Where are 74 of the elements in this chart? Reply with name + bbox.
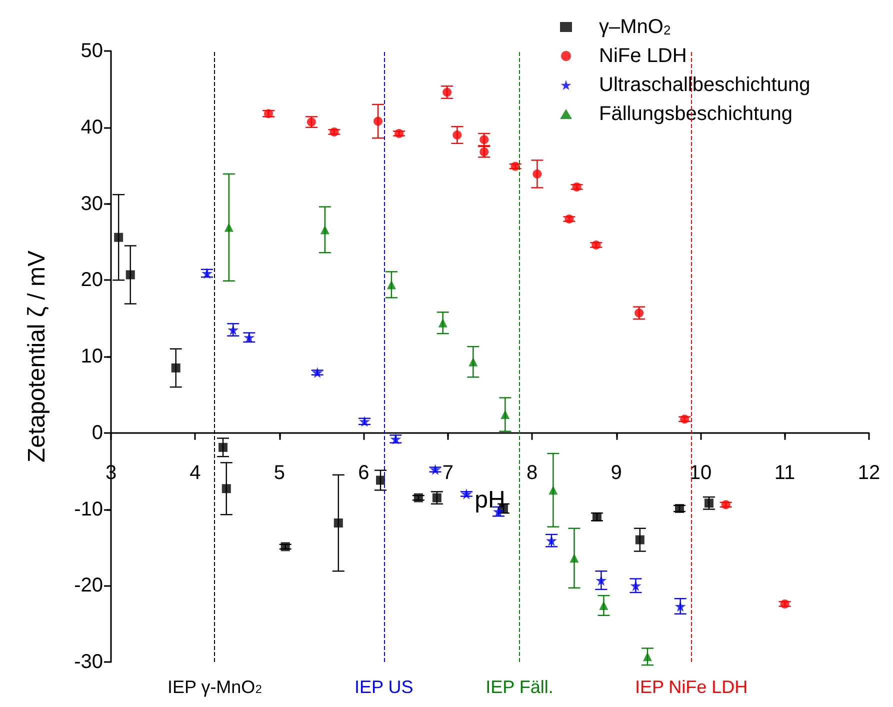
point — [386, 280, 396, 290]
ref-line-label: IEP NiFe LDH — [634, 677, 748, 697]
point — [438, 318, 448, 328]
y-axis-title: Zetapotential ζ / mV — [24, 250, 50, 463]
x-tick-label: 12 — [858, 462, 880, 484]
point — [171, 363, 180, 372]
y-tick-label: 0 — [92, 422, 103, 444]
point — [432, 493, 442, 502]
x-tick-label: 5 — [274, 462, 286, 484]
point — [373, 116, 382, 126]
x-tick-label: 4 — [190, 462, 201, 484]
point — [704, 498, 714, 508]
point — [592, 512, 602, 522]
x-axis-title: pH — [474, 486, 506, 514]
point — [510, 162, 520, 171]
point — [376, 476, 386, 485]
point — [634, 308, 644, 318]
point — [532, 169, 542, 178]
point — [460, 488, 472, 500]
point — [394, 128, 404, 138]
x-tick-label: 7 — [442, 462, 454, 484]
point — [675, 504, 684, 513]
point — [635, 535, 644, 544]
point — [642, 652, 652, 662]
point — [359, 416, 370, 427]
point — [442, 88, 452, 97]
point — [570, 554, 579, 563]
y-tick-label: -30 — [74, 651, 103, 673]
y-tick-label: 10 — [80, 346, 103, 368]
point — [780, 599, 790, 608]
point — [280, 542, 290, 552]
point — [564, 214, 574, 224]
point — [306, 118, 316, 127]
x-tick-label: 11 — [774, 462, 796, 484]
point — [599, 600, 608, 610]
point — [126, 270, 135, 280]
y-tick-label: 50 — [80, 40, 103, 62]
ref-line-label: IEP Fäll. — [486, 677, 554, 697]
point — [468, 357, 478, 366]
point — [430, 464, 441, 476]
point — [414, 493, 423, 502]
x-tick-label: 8 — [526, 462, 538, 484]
x-tick-label: 9 — [610, 462, 622, 484]
point — [548, 486, 558, 495]
point — [592, 240, 601, 250]
point — [218, 442, 228, 452]
y-tick-label: -10 — [74, 498, 103, 520]
point — [572, 182, 582, 192]
point — [596, 574, 607, 586]
legend-label: γ–MnO2 — [599, 16, 671, 38]
point — [264, 109, 273, 118]
x-tick-label: 10 — [689, 462, 712, 484]
y-tick-label: 40 — [80, 116, 103, 138]
y-tick-label: -20 — [74, 574, 103, 597]
y-tick-label: 20 — [80, 269, 103, 292]
ref-line-label: IEP γ-MnO2 — [167, 677, 262, 697]
legend-label: Fällungsbeschichtung — [599, 103, 792, 125]
legend-label: NiFe LDH — [599, 45, 687, 67]
point — [680, 414, 690, 424]
point — [222, 484, 231, 494]
ref-line-label: IEP US — [354, 677, 414, 697]
point — [114, 232, 124, 242]
point — [721, 500, 730, 510]
point — [330, 127, 339, 136]
x-tick-label: 6 — [358, 462, 370, 484]
legend-label: Ultraschallbeschichtung — [599, 74, 810, 96]
point — [312, 367, 323, 378]
point — [334, 518, 343, 528]
point — [500, 410, 510, 420]
point — [452, 130, 462, 140]
point — [674, 600, 686, 612]
point — [320, 225, 330, 234]
y-tick-label: 30 — [80, 192, 103, 215]
point — [224, 222, 234, 232]
